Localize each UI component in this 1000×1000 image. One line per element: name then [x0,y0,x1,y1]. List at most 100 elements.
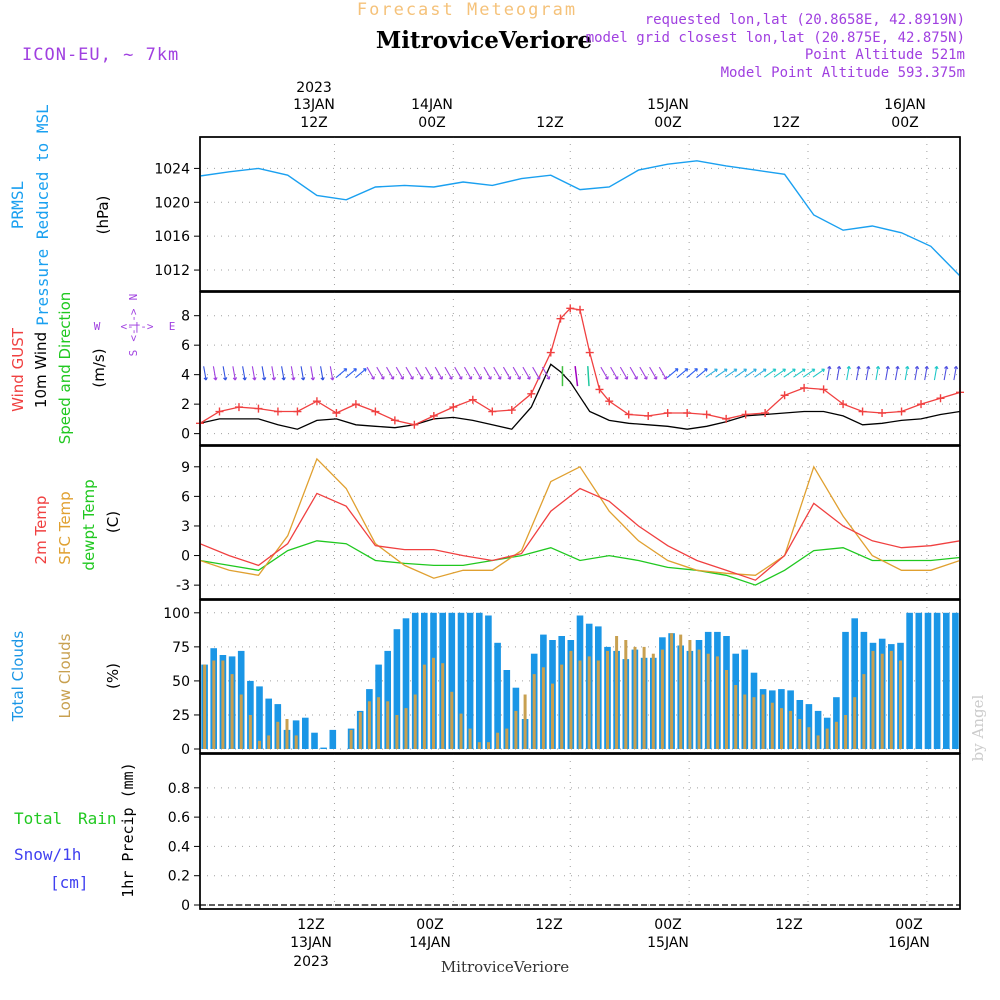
low-cloud-bar [670,633,674,749]
gust-marker [312,397,321,406]
svg-text:(hPa): (hPa) [94,196,112,235]
total-cloud-bar [851,618,858,749]
point-altitude: Point Altitude 521m [805,47,965,63]
wind-arrow-icon [855,365,861,381]
wind-arrow-icon [629,366,638,380]
wind-arrow-icon [686,368,698,379]
wind-arrow-icon [802,368,816,378]
wind-arrow-icon [783,368,796,378]
y-tick-label: 0 [181,742,190,758]
low-cloud-bar [377,697,381,749]
svg-text:Total: Total [14,809,62,828]
low-cloud-bar [606,650,609,749]
gust-marker [254,404,263,413]
y-tick-label: 1020 [154,195,190,211]
wind-arrow-icon [724,368,738,378]
wind-arrow-icon [395,366,405,380]
watermark: by Angel [969,694,987,761]
total-cloud-bar [393,629,401,749]
svg-text:00Z: 00Z [895,917,922,933]
y-tick-label: 1012 [154,263,190,279]
low-cloud-bar [743,694,747,749]
low-cloud-bar [761,694,765,749]
low-cloud-bar [541,667,545,749]
wind-arrow-icon [290,366,296,381]
low-cloud-bar [889,650,893,749]
wind-arrow-icon [600,366,609,380]
gust-marker [215,407,224,416]
wind-arrow-icon [355,368,367,379]
dewpoint-line [200,540,960,586]
wind-arrow-icon [666,368,679,379]
wind-arrow-icon [300,366,306,381]
svg-text:14JAN: 14JAN [411,97,453,113]
panel-border-temperature [199,445,961,600]
low-cloud-bar [697,649,701,749]
gust-marker [644,411,653,420]
svg-text:Low Clouds: Low Clouds [56,633,74,718]
panel-border-wind [199,291,961,446]
svg-text:Rain: Rain [78,809,117,828]
top-time-label: 14JAN 00Z [411,97,453,131]
low-cloud-bar [624,640,628,749]
wind-arrow-icon [924,365,929,381]
clouds-label: Total Clouds Low Clouds (%) [9,631,122,723]
gust-marker [722,414,731,423]
low-cloud-bar [853,697,857,749]
low-cloud-bar [422,664,426,749]
y-tick-label: 0.8 [168,781,190,797]
low-cloud-bar [468,728,472,749]
wind-arrow-icon [541,366,551,380]
gust-marker [234,403,243,412]
low-cloud-bar [285,719,289,749]
svg-text:[cm]: [cm] [50,873,89,892]
wind-arrow-icon [773,368,786,378]
low-cloud-bar [688,640,692,749]
low-cloud-bar [212,660,216,749]
low-cloud-bar [715,656,719,749]
low-cloud-bar [706,653,710,749]
svg-text:Total Clouds: Total Clouds [9,631,27,723]
panel-border-pressure [199,136,961,292]
wind-arrow-icon [366,366,375,380]
wind-arrow-icon [953,365,959,381]
wind-arrow-icon [885,365,890,381]
wind-arrow-icon [424,366,434,380]
total-cloud-bar [814,710,822,749]
low-cloud-bar [441,663,445,749]
wind-arrow-icon [386,366,395,380]
wind-arrow-icon [320,366,325,381]
svg-text:PRMSL: PRMSL [8,181,27,229]
low-cloud-bar [294,735,298,749]
total-cloud-bar [329,729,337,749]
wind-arrow-icon [836,365,842,381]
y-tick-label: 2 [181,397,190,413]
y-tick-label: 0 [181,898,190,914]
model-altitude: Model Point Altitude 593.375m [721,65,965,81]
model-name: ICON-EU, ~ 7km [22,45,179,65]
gust-marker [800,383,809,392]
total-cloud-bar [256,686,263,749]
y-tick-label: 1024 [154,161,190,177]
bottom-time-label: 12Z [535,917,562,933]
svg-text:Snow/1h: Snow/1h [14,845,81,864]
total-cloud-bar [265,698,272,749]
svg-text:12Z: 12Z [535,917,562,933]
svg-text:00Z: 00Z [416,917,443,933]
gust-marker [663,408,672,417]
bottom-time-axis: 12Z 13JAN 2023 00Z 14JAN 12Z 00Z 15JAN 1… [290,917,930,970]
wind-arrow-icon [574,366,579,387]
wind-arrow-icon [933,365,939,381]
wind-arrow-icon [619,366,629,380]
gust-marker [741,410,750,419]
wind-arrow-icon [894,365,900,381]
svg-text:00Z: 00Z [891,115,918,131]
pressure-label: PRMSL Pressure Reduced to MSL (hPa) [8,104,112,326]
low-cloud-bar [642,646,646,749]
low-cloud-bar [551,683,554,749]
y-tick-label: 4 [181,368,190,384]
panel-frame-precip [199,753,961,910]
y-tick-label: -3 [176,578,190,594]
wind-arrow-icon [502,366,512,380]
